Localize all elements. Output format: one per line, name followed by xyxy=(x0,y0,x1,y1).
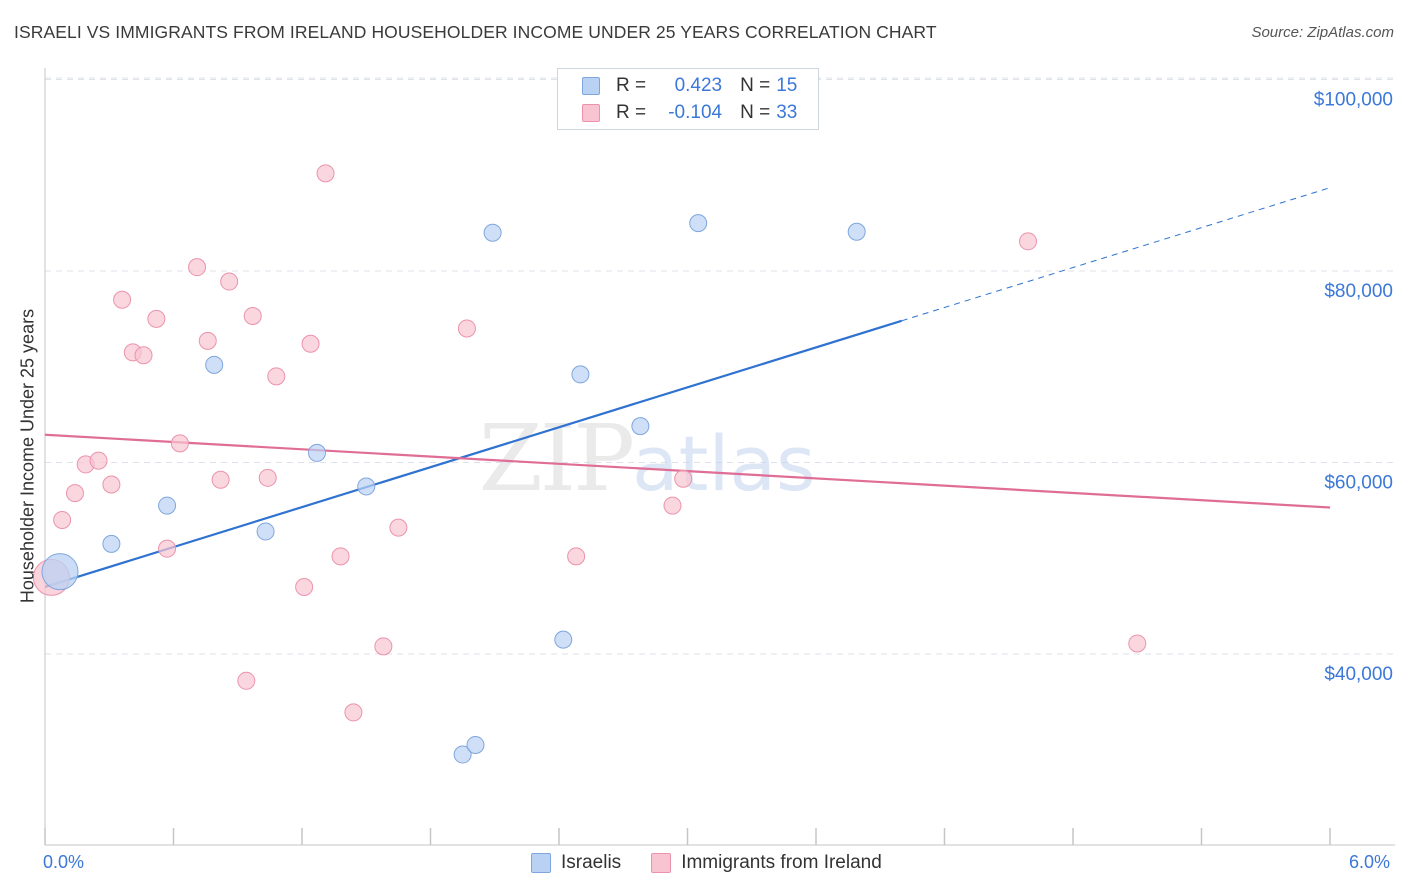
legend-swatch-israelis xyxy=(582,77,600,95)
series-legend: Israelis Immigrants from Ireland xyxy=(531,852,912,874)
point-ireland xyxy=(113,290,132,309)
point-ireland xyxy=(374,637,393,656)
point-israelis xyxy=(483,223,502,242)
point-israelis xyxy=(571,365,590,384)
y-tick-label: $100,000 xyxy=(1314,90,1393,111)
point-israelis xyxy=(307,443,326,462)
legend-row-israelis: R = 0.423 N = 15 xyxy=(582,73,798,99)
trend-lines xyxy=(44,187,1331,589)
point-ireland xyxy=(1019,232,1038,251)
point-ireland xyxy=(301,334,320,353)
point-ireland xyxy=(663,496,682,515)
point-israelis xyxy=(689,214,708,233)
source-note: Source: ZipAtlas.com xyxy=(1251,24,1394,41)
x-tick-label-min: 0.0% xyxy=(43,852,85,872)
point-israelis xyxy=(205,355,224,374)
legend-row-ireland: R = -0.104 N = 33 xyxy=(582,100,798,126)
grid-lines xyxy=(45,77,1395,655)
point-israelis xyxy=(847,222,866,241)
point-ireland xyxy=(316,164,335,183)
point-israelis xyxy=(466,735,485,754)
point-ireland xyxy=(567,547,586,566)
point-ireland xyxy=(198,331,217,350)
legend-label-ireland: Immigrants from Ireland xyxy=(681,852,882,873)
point-ireland xyxy=(134,346,153,365)
y-tick-labels: $40,000 $60,000 $80,000 $100,000 xyxy=(1314,90,1393,686)
y-tick-label: $60,000 xyxy=(1324,473,1393,494)
legend-r-value: 0.423 xyxy=(674,75,723,96)
legend-r-value: -0.104 xyxy=(668,102,723,123)
point-ireland xyxy=(158,539,177,558)
point-ireland xyxy=(188,258,207,277)
trend-line-israelis xyxy=(44,319,902,589)
legend-label-israelis: Israelis xyxy=(561,852,622,873)
point-ireland xyxy=(65,484,84,503)
chart-title: ISRAELI VS IMMIGRANTS FROM IRELAND HOUSE… xyxy=(14,22,937,42)
point-ireland xyxy=(1128,634,1147,653)
point-ireland xyxy=(53,510,72,529)
stats-legend: R = 0.423 N = 15 R = -0.104 N = 33 xyxy=(557,68,819,130)
point-israelis xyxy=(256,522,275,541)
point-ireland xyxy=(457,319,476,338)
legend-r-label: R = xyxy=(616,75,647,96)
point-ireland xyxy=(331,547,350,566)
point-israelis xyxy=(158,496,177,515)
point-israelis xyxy=(453,745,472,764)
point-ireland xyxy=(243,307,262,326)
point-ireland xyxy=(147,309,166,328)
trend-line-israelis-extension xyxy=(901,187,1331,322)
point-israelis xyxy=(357,477,376,496)
point-ireland xyxy=(344,703,363,722)
legend-swatch-israelis xyxy=(531,853,551,873)
point-ireland xyxy=(674,469,693,488)
point-ireland xyxy=(389,518,408,537)
point-ireland xyxy=(258,468,277,487)
y-tick-label: $40,000 xyxy=(1324,664,1393,685)
point-israelis xyxy=(102,534,121,553)
legend-item-israelis: Israelis xyxy=(531,852,621,874)
point-ireland xyxy=(237,671,256,690)
point-ireland xyxy=(295,577,314,596)
legend-n-label: N = xyxy=(740,102,771,123)
legend-n-label: N = xyxy=(740,75,771,96)
legend-n-value: 15 xyxy=(776,75,798,96)
point-ireland xyxy=(220,272,239,291)
watermark-zip: ZIP xyxy=(479,405,632,512)
y-tick-label: $80,000 xyxy=(1324,281,1393,302)
x-tick-label-max: 6.0% xyxy=(1349,852,1391,872)
legend-swatch-ireland xyxy=(651,853,672,873)
legend-r-label: R = xyxy=(616,102,647,123)
point-ireland xyxy=(102,475,121,494)
data-points xyxy=(32,164,1147,764)
point-ireland xyxy=(89,451,108,470)
point-ireland xyxy=(267,367,286,386)
point-israelis xyxy=(631,417,650,436)
legend-n-value: 33 xyxy=(776,102,798,123)
point-israelis xyxy=(41,553,79,591)
point-ireland xyxy=(170,434,189,453)
legend-item-ireland: Immigrants from Ireland xyxy=(651,852,882,874)
point-israelis xyxy=(554,630,573,649)
point-ireland xyxy=(211,470,230,489)
watermark-atlas: atlas xyxy=(632,419,816,508)
legend-swatch-ireland xyxy=(582,104,600,122)
y-axis-label: Householder Income Under 25 years xyxy=(17,308,38,604)
axes xyxy=(44,68,1395,846)
